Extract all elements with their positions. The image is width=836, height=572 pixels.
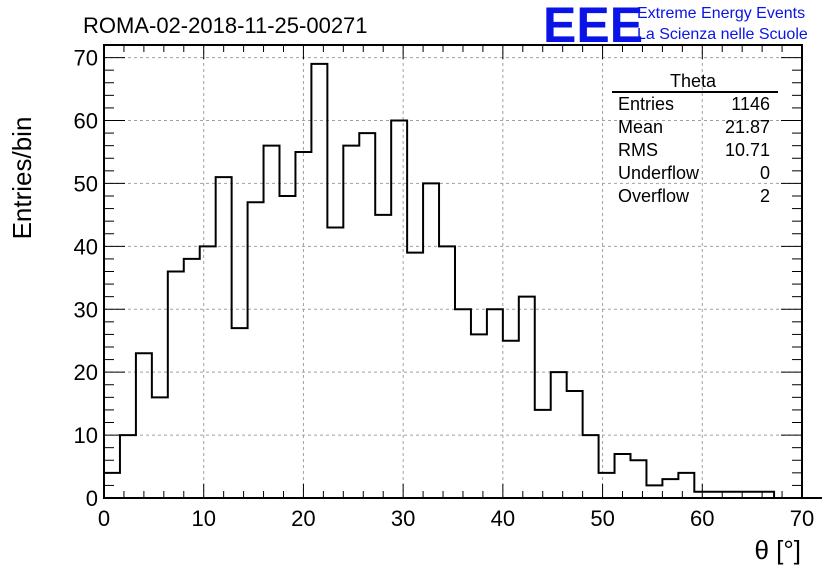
y-tick-label: 10 xyxy=(74,423,98,448)
stats-value: 10.71 xyxy=(725,140,770,160)
grid xyxy=(104,45,802,498)
y-tick-label: 0 xyxy=(86,486,98,511)
x-axis-label: θ [°] xyxy=(754,535,801,565)
stats-value: 1146 xyxy=(731,94,770,114)
logo-line1: Extreme Energy Events xyxy=(637,5,805,22)
stats-value: 2 xyxy=(760,186,770,206)
axis-ticks xyxy=(103,44,803,499)
x-tick-label: 50 xyxy=(590,506,614,531)
y-axis-label: Entries/bin xyxy=(7,117,37,240)
x-tick-label: 10 xyxy=(191,506,215,531)
plot-frame xyxy=(103,44,803,499)
y-tick-labels: 0 10 20 30 40 50 60 70 xyxy=(74,46,98,511)
logo-line2: La Scienza nelle Scuole xyxy=(637,26,808,43)
stats-value: 21.87 xyxy=(725,117,770,137)
logo-mark: EEE xyxy=(543,0,643,53)
stats-header: Theta xyxy=(670,71,717,91)
x-tick-label: 0 xyxy=(98,506,110,531)
eee-logo: EEE Extreme Energy Events La Scienza nel… xyxy=(543,0,808,53)
y-tick-label: 40 xyxy=(74,234,98,259)
histogram-step-line xyxy=(103,62,822,499)
x-tick-label: 70 xyxy=(790,506,814,531)
stats-label: Underflow xyxy=(618,163,700,183)
stats-label: Entries xyxy=(618,94,674,114)
y-tick-label: 20 xyxy=(74,360,98,385)
x-tick-label: 40 xyxy=(491,506,515,531)
y-tick-label: 60 xyxy=(74,109,98,134)
x-tick-label: 30 xyxy=(391,506,415,531)
x-tick-label: 20 xyxy=(291,506,315,531)
stats-box: Theta Entries 1146 Mean 21.87 RMS 10.71 Underf… xyxy=(612,71,778,206)
chart-title: ROMA-02-2018-11-25-00271 xyxy=(83,13,368,38)
y-tick-label: 70 xyxy=(74,46,98,71)
y-tick-label: 50 xyxy=(74,171,98,196)
x-tick-labels: 0 10 20 30 40 50 60 70 xyxy=(98,506,814,531)
stats-label: RMS xyxy=(618,140,658,160)
stats-value: 0 xyxy=(760,163,770,183)
y-tick-label: 30 xyxy=(74,297,98,322)
x-tick-label: 60 xyxy=(690,506,714,531)
stats-label: Mean xyxy=(618,117,663,137)
stats-label: Overflow xyxy=(618,186,690,206)
